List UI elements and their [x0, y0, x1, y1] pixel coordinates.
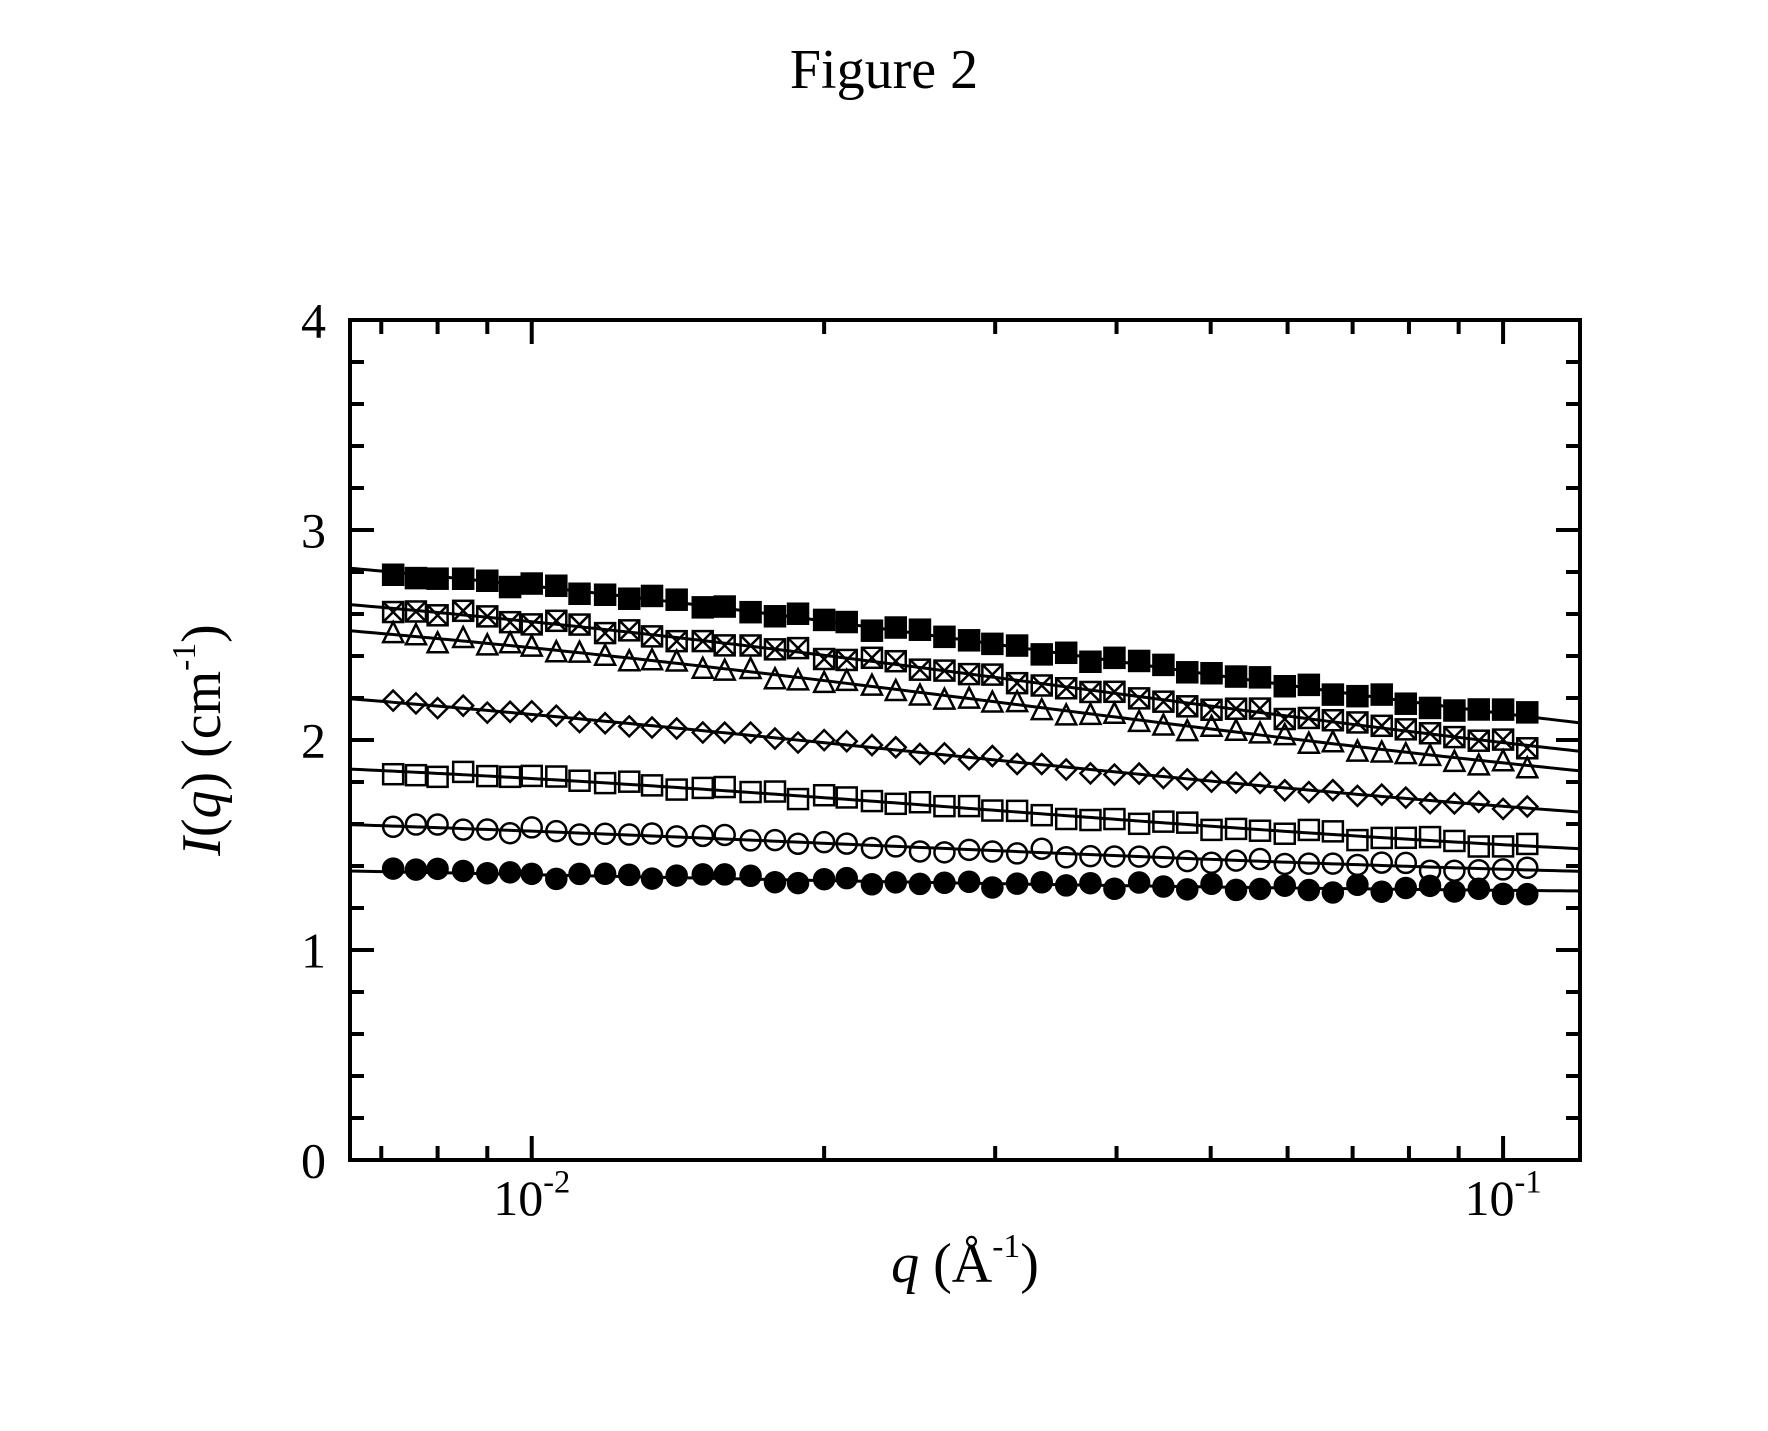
y-tick-label: 1	[301, 923, 326, 979]
figure-title: Figure 2	[0, 38, 1768, 102]
y-tick-label: 4	[301, 300, 326, 349]
page-root: Figure 2 0123410-210-1I(q) (cm-1)q (Å-1)	[0, 0, 1768, 1431]
y-tick-label: 0	[301, 1133, 326, 1189]
y-tick-label: 3	[301, 503, 326, 559]
y-tick-label: 2	[301, 713, 326, 769]
scatter-plot: 0123410-210-1I(q) (cm-1)q (Å-1)	[130, 300, 1650, 1360]
chart-container: 0123410-210-1I(q) (cm-1)q (Å-1)	[130, 300, 1650, 1360]
